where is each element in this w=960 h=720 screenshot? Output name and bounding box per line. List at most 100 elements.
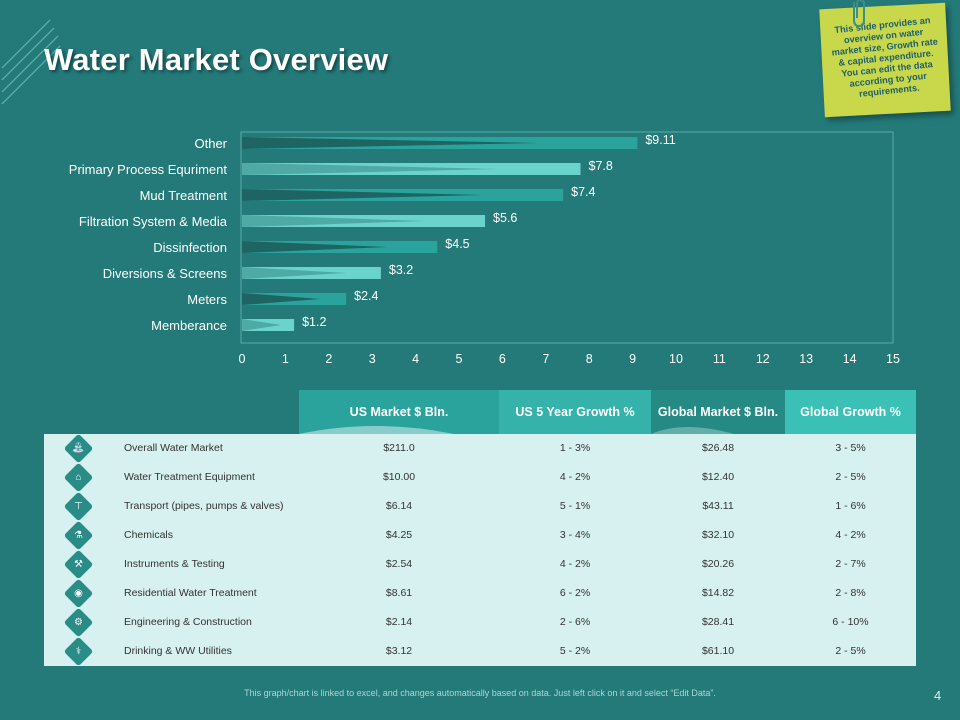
x-tick-label: 11 — [713, 352, 726, 366]
cell-us-growth: 3 - 4% — [559, 529, 591, 541]
cell-global-growth: 3 - 5% — [835, 442, 866, 454]
data-label: $5.6 — [493, 211, 517, 225]
row-label: Drinking & WW Utilities — [124, 645, 232, 657]
cell-us-growth: 2 - 6% — [559, 616, 591, 628]
cell-us-market: $2.14 — [385, 616, 413, 628]
engineering-icon: ⚙ — [63, 607, 94, 638]
market-table: US Market $ Bln. US 5 Year Growth % Glob… — [44, 390, 916, 667]
plot-area-border — [240, 131, 894, 344]
category-label: Dissinfection — [153, 240, 227, 255]
x-tick-label: 6 — [499, 352, 506, 366]
factory-icon-glyph: ⌂ — [75, 472, 82, 483]
x-tick-label: 10 — [669, 352, 683, 366]
x-tick-label: 9 — [629, 352, 636, 366]
bar — [242, 241, 438, 253]
row-label: Chemicals — [124, 529, 174, 541]
x-tick-label: 2 — [325, 352, 332, 366]
data-label: $7.4 — [571, 185, 595, 199]
page-number: 4 — [934, 688, 942, 703]
table-row: ⚙ Engineering & Construction $2.14 2 - 6% $2… — [44, 607, 916, 638]
cell-us-growth: 5 - 1% — [559, 500, 591, 512]
row-label: Residential Water Treatment — [124, 587, 257, 599]
table-body: ⛲ Overall Water Market $211.0 1 - 3% $26.48 3… — [44, 433, 916, 667]
cell-global-market: $12.40 — [701, 471, 735, 483]
cell-us-growth: 4 - 2% — [559, 558, 591, 570]
cell-us-market: $4.25 — [385, 529, 413, 541]
cell-global-market: $26.48 — [701, 442, 735, 454]
cell-global-market: $43.11 — [702, 500, 734, 512]
data-label: $4.5 — [445, 237, 469, 251]
tap-icon-glyph: ⚕ — [75, 646, 82, 657]
bar-chart: Other Primary Process Equriment Mud Treatm… — [69, 131, 900, 366]
tools-icon: ⚒ — [63, 549, 94, 580]
cell-us-market: $211.0 — [383, 442, 415, 454]
table-row: ⚕ Drinking & WW Utilities $3.12 5 - 2% $61.1… — [44, 636, 916, 667]
table-row: ⛲ Overall Water Market $211.0 1 - 3% $26.48 3… — [44, 433, 916, 464]
footer-note: This graph/chart is linked to excel, and… — [244, 688, 716, 698]
cell-us-market: $8.61 — [385, 587, 413, 599]
x-tick-label: 1 — [282, 352, 289, 366]
decorative-lines — [1, 19, 61, 105]
faucet-icon-glyph: ⛲ — [72, 443, 85, 454]
engineering-icon-glyph: ⚙ — [74, 617, 83, 628]
cell-us-growth: 1 - 3% — [559, 442, 591, 454]
row-label: Overall Water Market — [124, 442, 223, 454]
cell-global-growth: 6 - 10% — [832, 616, 869, 628]
cell-us-growth: 5 - 2% — [559, 645, 591, 657]
data-label: $9.11 — [645, 133, 675, 147]
table-row: ⌂ Water Treatment Equipment $10.00 4 - 2% $1… — [44, 462, 916, 493]
bar — [242, 137, 638, 149]
cell-us-market: $2.54 — [385, 558, 413, 570]
cell-global-growth: 2 - 8% — [835, 587, 866, 599]
bar — [242, 215, 486, 227]
row-label: Engineering & Construction — [124, 616, 252, 628]
category-label: Diversions & Screens — [103, 266, 228, 281]
header-global-growth: Global Growth % — [800, 405, 901, 419]
cell-global-market: $20.26 — [701, 558, 735, 570]
x-tick-label: 15 — [886, 352, 900, 366]
table-row: ⚗ Chemicals $4.25 3 - 4% $32.10 4 - 2% — [44, 520, 916, 551]
header-us-market: US Market $ Bln. — [349, 405, 449, 419]
category-label: Filtration System & Media — [79, 214, 228, 229]
x-tick-label: 4 — [412, 352, 419, 366]
sticky-note: This slide provides an overview on water… — [819, 2, 951, 118]
table-row: ⚒ Instruments & Testing $2.54 4 - 2% $20.26 2… — [44, 549, 916, 580]
pipe-icon: ⊤ — [63, 491, 94, 522]
data-label: $3.2 — [389, 263, 413, 277]
x-tick-label: 7 — [542, 352, 549, 366]
cell-global-market: $61.10 — [701, 645, 735, 657]
cell-us-growth: 4 - 2% — [559, 471, 591, 483]
data-label: $2.4 — [354, 289, 378, 303]
bar — [242, 319, 295, 331]
table-header-shapes — [299, 390, 916, 434]
cell-global-market: $32.10 — [701, 529, 735, 541]
sticky-note-text: This slide provides an overview on water… — [831, 15, 939, 99]
category-label: Meters — [187, 292, 227, 307]
category-label: Other — [194, 136, 227, 151]
chemicals-icon: ⚗ — [63, 520, 94, 551]
row-label: Water Treatment Equipment — [124, 471, 255, 483]
tap-icon: ⚕ — [63, 636, 94, 667]
x-tick-label: 5 — [456, 352, 463, 366]
water-drop-icon-glyph: ◉ — [74, 588, 83, 599]
cell-global-growth: 2 - 5% — [835, 471, 866, 483]
category-label: Primary Process Equriment — [69, 162, 228, 177]
data-label: $7.8 — [589, 159, 613, 173]
cell-global-growth: 2 - 5% — [835, 645, 866, 657]
cell-us-growth: 6 - 2% — [559, 587, 591, 599]
chemicals-icon-glyph: ⚗ — [74, 530, 83, 541]
table-header: US Market $ Bln. US 5 Year Growth % Glob… — [44, 390, 916, 434]
cell-global-market: $14.82 — [701, 587, 735, 599]
paperclip-icon — [853, 0, 865, 28]
x-tick-label: 12 — [756, 352, 770, 366]
cell-us-market: $6.14 — [385, 500, 413, 512]
category-label: Memberance — [151, 318, 227, 333]
cell-global-growth: 4 - 2% — [835, 529, 866, 541]
faucet-icon: ⛲ — [63, 433, 94, 464]
category-label: Mud Treatment — [140, 188, 228, 203]
factory-icon: ⌂ — [63, 462, 94, 493]
bar — [242, 189, 564, 201]
x-tick-label: 0 — [239, 352, 246, 366]
water-drop-icon: ◉ — [63, 578, 94, 609]
x-tick-label: 3 — [369, 352, 376, 366]
